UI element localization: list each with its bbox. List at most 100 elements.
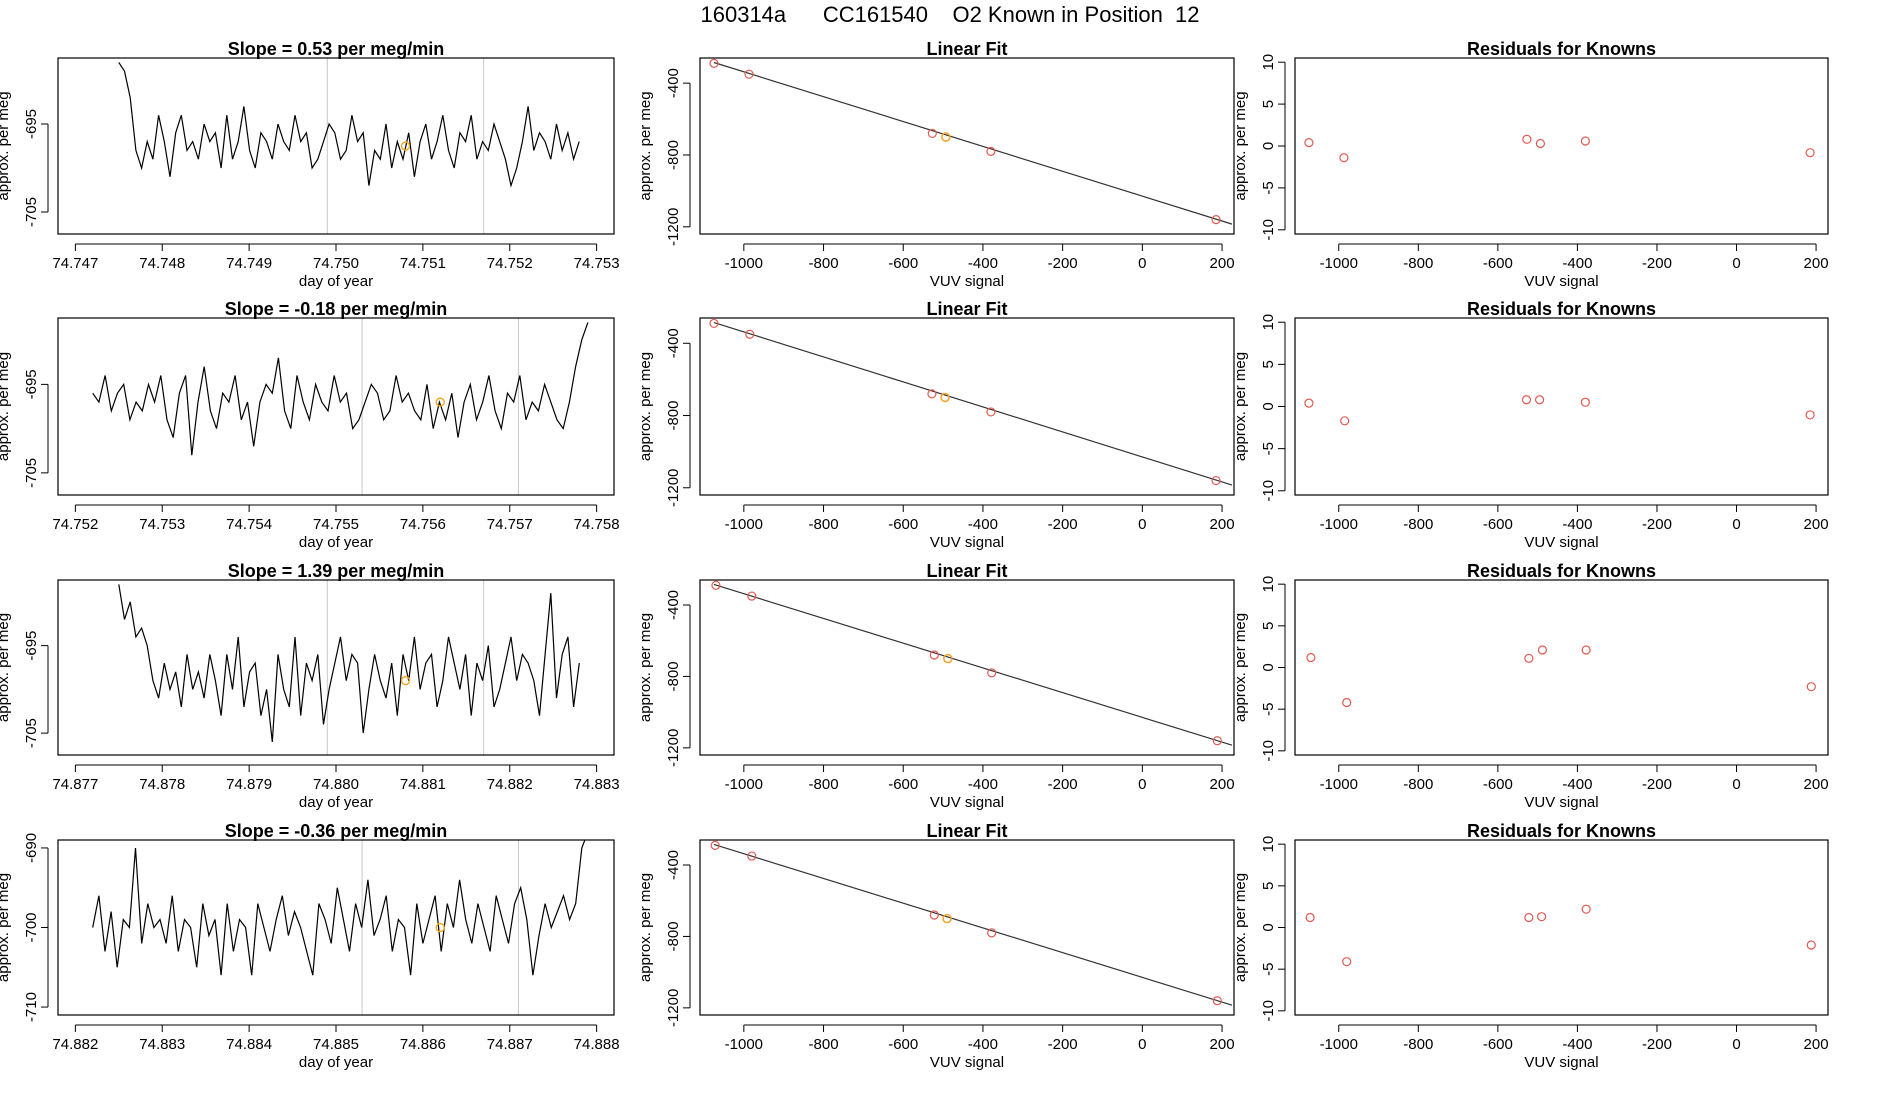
x-tick-label: -1000: [1320, 255, 1358, 272]
data-point: [710, 840, 720, 850]
x-tick-label: 74.878: [139, 776, 185, 793]
x-tick-label: -200: [1048, 1036, 1078, 1053]
data-point: [709, 58, 719, 68]
y-tick-label: 0: [1260, 142, 1277, 150]
x-tick-label: 74.888: [574, 1036, 620, 1053]
x-tick-label: 74.885: [313, 1036, 359, 1053]
x-tick-label: -200: [1048, 516, 1078, 533]
x-tick-label: -600: [1483, 776, 1513, 793]
x-tick-label: 200: [1804, 516, 1829, 533]
x-tick-label: -600: [1483, 1036, 1513, 1053]
plot-box: [57, 57, 615, 235]
panel-linear-fit-1: Linear Fit -1000 -800 -600 -400 -200 0 200 VUV s…: [637, 39, 1235, 290]
data-point: [709, 318, 719, 329]
x-tick-label: -600: [888, 776, 918, 793]
data-point: [1306, 652, 1316, 663]
x-tick-label: 200: [1210, 776, 1235, 793]
x-tick-label: 74.887: [487, 1036, 533, 1053]
x-tick-label: -400: [1562, 255, 1592, 272]
fit-line: [713, 61, 1233, 225]
panel-residuals-4: Residuals for Knowns-1000 -800 -600 -400 -20…: [1232, 821, 1829, 1071]
data-point: [745, 329, 755, 339]
panel-title: Linear Fit: [926, 821, 1007, 841]
data-point: [1580, 136, 1590, 146]
data-point: [1304, 398, 1314, 408]
x-tick-label: -200: [1642, 1036, 1672, 1053]
data-point: [1535, 138, 1546, 149]
y-axis-label: approx. per meg: [637, 613, 654, 722]
plot-box: [699, 317, 1235, 496]
fit-line: [713, 583, 1233, 746]
y-tick-label: -1200: [665, 469, 682, 507]
data-point: [1521, 395, 1532, 405]
y-tick-label: 5: [1260, 622, 1277, 630]
x-tick-label: 74.750: [313, 255, 359, 272]
panel-title: Linear Fit: [926, 39, 1007, 59]
x-tick-label: -800: [809, 1036, 839, 1053]
data-point: [1581, 645, 1591, 655]
x-tick-label: 0: [1732, 516, 1740, 533]
x-tick-label: -600: [888, 516, 918, 533]
y-tick-label: -710: [23, 992, 40, 1022]
x-tick-label: -1000: [725, 776, 763, 793]
x-tick-label: -800: [809, 516, 839, 533]
highlight-point: [940, 392, 950, 403]
y-tick-label: -800: [665, 661, 682, 691]
x-tick-label: 200: [1210, 1036, 1235, 1053]
data-point: [744, 69, 754, 79]
x-tick-label: 200: [1210, 255, 1235, 272]
x-tick-label: -1000: [725, 516, 763, 533]
x-tick-label: -800: [1403, 516, 1433, 533]
x-tick-label: -800: [809, 255, 839, 272]
x-tick-label: 74.756: [400, 516, 446, 533]
data-point: [927, 389, 937, 399]
y-tick-label: -1200: [665, 989, 682, 1027]
data-point: [1211, 475, 1221, 486]
data-point: [1806, 940, 1816, 950]
x-tick-label: 74.884: [226, 1036, 272, 1053]
y-tick-label: -800: [665, 921, 682, 951]
x-tick-label: -400: [1562, 516, 1592, 533]
y-tick-label: 10: [1260, 54, 1277, 71]
x-tick-label: 74.879: [226, 776, 272, 793]
highlight-point: [943, 653, 953, 664]
x-axis-label: day of year: [299, 1054, 373, 1071]
y-tick-label: 10: [1260, 576, 1277, 593]
y-tick-label: -400: [665, 328, 682, 358]
plot-area: [1304, 395, 1815, 426]
data-point: [1304, 138, 1314, 148]
x-tick-label: 0: [1732, 776, 1740, 793]
panel-title: Linear Fit: [926, 299, 1007, 319]
x-tick-label: 0: [1138, 1036, 1146, 1053]
panel-title: Residuals for Knowns: [1467, 299, 1656, 319]
data-point: [987, 928, 997, 938]
panel-title: Slope = -0.18 per meg/min: [225, 299, 448, 319]
y-tick-label: 0: [1260, 923, 1277, 931]
y-axis-label: approx. per meg: [637, 352, 654, 461]
figure-title: 160314a CC161540 O2 Known in Position 12: [700, 2, 1200, 27]
y-axis-label: approx. per meg: [0, 91, 12, 200]
y-axis-label: approx. per meg: [1232, 91, 1249, 200]
data-point: [1524, 653, 1534, 663]
x-tick-label: -400: [968, 776, 998, 793]
data-point: [1806, 682, 1816, 692]
plot-area: [1306, 645, 1816, 708]
x-tick-label: -600: [888, 1036, 918, 1053]
data-point: [1305, 912, 1315, 923]
x-tick-label: 200: [1210, 516, 1235, 533]
highlight-point: [400, 675, 411, 686]
panel-title: Linear Fit: [926, 561, 1007, 581]
plot-area: [711, 580, 1233, 746]
plot-area: [1305, 904, 1816, 967]
x-tick-label: -200: [1642, 255, 1672, 272]
panel-linear-fit-3: Linear Fit -1000 -800 -600 -400 -200 0 200 VUV s…: [637, 561, 1235, 811]
data-point: [929, 650, 939, 660]
x-tick-label: 74.752: [487, 255, 533, 272]
panel-linear-fit-2: Linear Fit -1000 -800 -600 -400 -200 0 200 VUV s…: [637, 299, 1235, 551]
plot-box: [57, 839, 615, 1016]
highlight-point: [435, 922, 445, 933]
panel-title: Residuals for Knowns: [1467, 821, 1656, 841]
data-point: [1339, 153, 1349, 163]
y-tick-label: 5: [1260, 882, 1277, 890]
fit-line: [713, 843, 1233, 1006]
